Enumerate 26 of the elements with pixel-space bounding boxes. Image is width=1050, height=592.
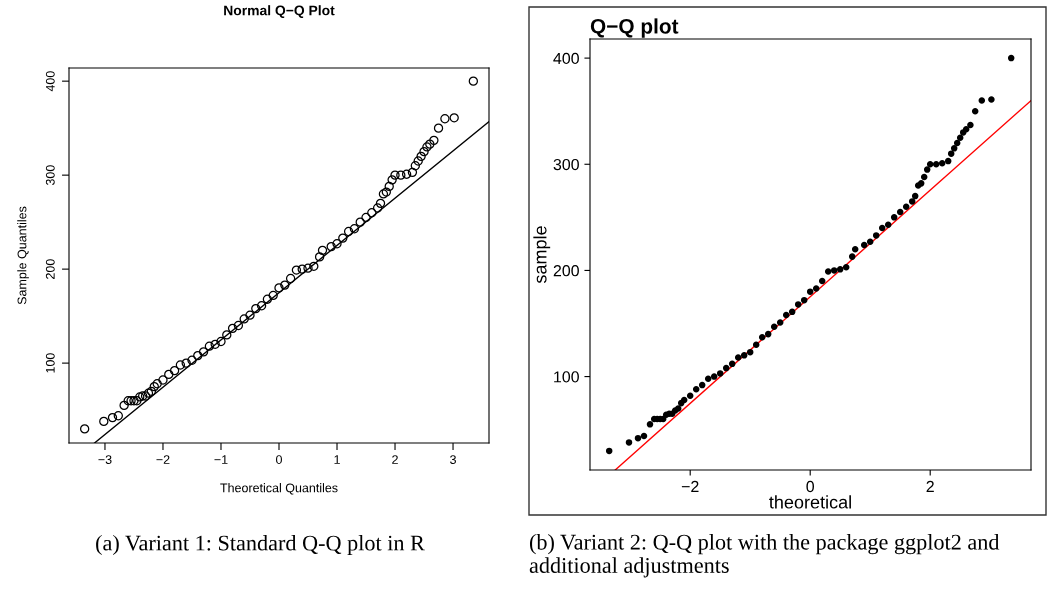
x-axis-title: Theoretical Quantiles	[220, 483, 338, 495]
x-tick-label: 3	[450, 455, 456, 464]
x-tick-label: −2	[681, 480, 699, 492]
x-tick-label: −2	[156, 455, 170, 464]
text: (a) Variant 1: Standard Q-Q plot in R	[96, 534, 425, 556]
y-tick-label: 200	[553, 265, 579, 277]
text: (b) Variant 2: Q-Q plot with the package ggplot2 and additional adjustments	[529, 534, 1000, 578]
x-tick-label: 2	[926, 480, 934, 492]
x-tick-label: 0	[276, 455, 282, 464]
chart-title: Normal Q−Q Plot	[224, 5, 335, 18]
x-tick-label: −1	[214, 455, 228, 464]
y-tick-label: 300	[45, 165, 55, 186]
chart-title: Q−Q plot	[590, 18, 679, 38]
x-axis-title: theoretical	[769, 495, 851, 509]
x-tick-label: 0	[806, 480, 815, 493]
y-axis-title: Sample Quantiles	[17, 206, 29, 305]
x-tick-label: 2	[392, 455, 398, 464]
x-tick-label: 1	[334, 455, 340, 464]
y-tick-label: 100	[554, 371, 579, 383]
y-axis-title: sample	[533, 226, 551, 284]
y-tick-label: 300	[553, 158, 579, 171]
x-tick-label: −3	[98, 455, 112, 464]
y-tick-label: 400	[45, 71, 55, 92]
y-tick-label: 100	[45, 353, 55, 373]
y-tick-label: 400	[553, 52, 579, 65]
y-tick-label: 200	[45, 259, 55, 279]
